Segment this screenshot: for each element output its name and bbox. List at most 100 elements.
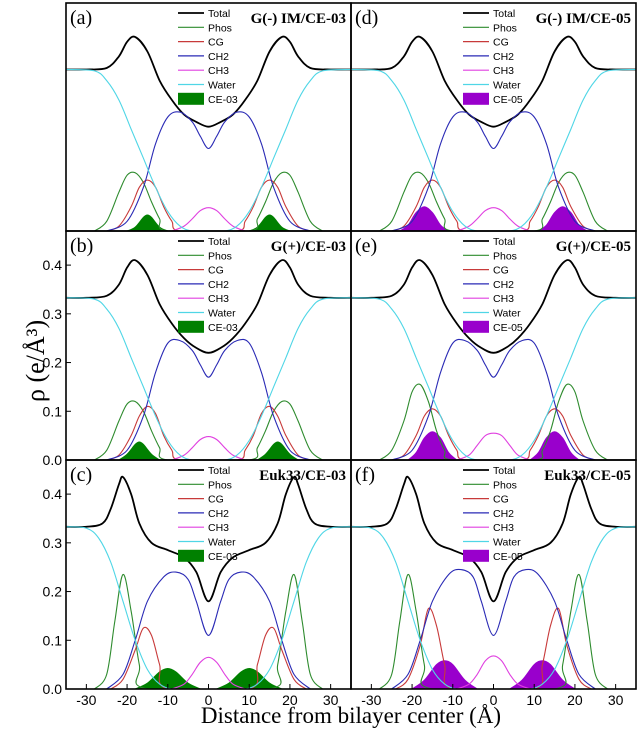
panel-f: -30 -20 -10 0 10 20 30 (f) Euk33/CE-05 Total Phos C… xyxy=(350,459,637,708)
series-phos-line xyxy=(379,383,608,460)
panel-title: G(-) IM/CE-05 xyxy=(536,11,631,27)
series-phos-line xyxy=(94,400,323,460)
legend-label-cg: CG xyxy=(493,37,509,49)
series-water-line xyxy=(66,526,351,689)
legend-label-ch3: CH3 xyxy=(493,293,514,305)
series-phos-line xyxy=(94,573,323,689)
series-water-line xyxy=(351,297,636,460)
series-cg-line xyxy=(391,179,596,231)
legend-label-ce-03: CE-03 xyxy=(208,551,238,563)
legend-label-water: Water xyxy=(208,80,236,92)
y-tick-label: 0.2 xyxy=(43,355,63,371)
legend-label-ch3: CH3 xyxy=(208,522,229,534)
legend-swatch-ce-03 xyxy=(178,320,204,333)
legend-label-ce-05: CE-05 xyxy=(493,322,523,334)
series-total-line xyxy=(351,35,636,128)
panel-b: 0.0 0.1 0.2 0.3 0.4 (b) G(+)/CE-03 Total Phos CG C… xyxy=(43,230,352,468)
panel-c: 0.0 0.1 0.2 0.3 0.4 -30 -20 -10 0 10 20 30 (c) Euk33/… xyxy=(43,459,352,708)
legend-label-water: Water xyxy=(208,537,236,549)
x-tick-label: 10 xyxy=(241,692,257,708)
legend-label-ch2: CH2 xyxy=(208,508,229,520)
plot-area xyxy=(351,475,636,689)
series-total-line xyxy=(351,259,636,354)
x-tick-label: -20 xyxy=(402,692,422,708)
y-tick-label: 0.4 xyxy=(43,257,63,273)
x-tick-label: -30 xyxy=(76,692,96,708)
series-cg-line xyxy=(391,408,596,460)
legend-label-phos: Phos xyxy=(493,250,517,262)
series-total-line xyxy=(351,475,636,603)
legend-label-water: Water xyxy=(208,308,236,320)
x-tick-label: 10 xyxy=(526,692,542,708)
series-phos-line xyxy=(94,171,323,231)
series-ch3-line xyxy=(171,656,246,689)
legend-label-phos: Phos xyxy=(493,22,517,34)
series-total-line xyxy=(66,35,351,128)
x-tick-label: 30 xyxy=(608,692,624,708)
series-phos-line xyxy=(379,573,608,689)
legend-label-ch2: CH2 xyxy=(493,51,514,63)
panel-d: (d) G(-) IM/CE-05 Total Phos CG CH2 CH3 Water CE… xyxy=(350,2,637,232)
series-water-line xyxy=(66,68,351,231)
y-tick-label: 0.3 xyxy=(43,306,63,322)
legend-label-water: Water xyxy=(493,537,521,549)
legend-label-ch2: CH2 xyxy=(493,508,514,520)
legend-label-cg: CG xyxy=(493,494,509,506)
panel-title: Euk33/CE-05 xyxy=(544,468,631,484)
y-tick-label: 0.0 xyxy=(43,681,63,697)
y-axis-title: ρ (e/Å³) xyxy=(4,290,64,410)
y-tick-label: 0.2 xyxy=(43,584,63,600)
series-ch2-line xyxy=(391,568,596,689)
legend-label-cg: CG xyxy=(208,494,224,506)
y-tick-label: 0.1 xyxy=(43,632,63,648)
plot-area xyxy=(351,259,636,460)
legend-label-phos: Phos xyxy=(208,22,232,34)
legend-label-ch3: CH3 xyxy=(493,522,514,534)
series-ch2-line xyxy=(391,338,596,460)
legend-label-ce-03: CE-03 xyxy=(208,94,238,106)
panel-label: (f) xyxy=(355,464,375,486)
panel-label: (b) xyxy=(70,235,93,257)
panel-label: (c) xyxy=(70,464,92,486)
series-water-line xyxy=(351,526,636,689)
series-ce-03-peak-0 xyxy=(118,441,161,460)
panel-a: (a) G(-) IM/CE-03 Total Phos CG CH2 CH3 Water CE… xyxy=(65,2,352,232)
panel-label: (e) xyxy=(355,235,377,257)
series-ch2-line xyxy=(106,111,311,231)
series-cg-line xyxy=(110,626,307,689)
series-ch2-line xyxy=(106,571,311,689)
legend-label-cg: CG xyxy=(493,265,509,277)
panel-label: (d) xyxy=(355,7,378,29)
series-total-line xyxy=(66,475,351,603)
legend-label-ch3: CH3 xyxy=(208,293,229,305)
series-ch3-line xyxy=(171,207,246,231)
series-cg-line xyxy=(106,405,311,460)
legend-swatch-ce-03 xyxy=(178,549,204,562)
panel-title: G(-) IM/CE-03 xyxy=(251,11,346,27)
y-tick-label: 0.4 xyxy=(43,486,63,502)
legend-swatch-ce-05 xyxy=(463,320,489,333)
series-water-line xyxy=(66,297,351,460)
panel-title: G(+)/CE-03 xyxy=(271,239,346,255)
plot-area xyxy=(351,35,636,231)
legend-swatch-ce-03 xyxy=(178,92,204,105)
legend-label-ch2: CH2 xyxy=(208,279,229,291)
plot-area xyxy=(66,475,351,689)
plot-area xyxy=(66,35,351,231)
legend-label-phos: Phos xyxy=(208,479,232,491)
legend-label-ce-05: CE-05 xyxy=(493,94,523,106)
series-water-line xyxy=(351,68,636,231)
legend-label-total: Total xyxy=(493,236,515,248)
series-ce-03-peak-1 xyxy=(249,214,291,231)
legend-label-ch2: CH2 xyxy=(493,279,514,291)
legend-label-ch3: CH3 xyxy=(493,65,514,77)
x-tick-label: 20 xyxy=(567,692,583,708)
x-tick-label: 0 xyxy=(205,692,213,708)
legend-label-total: Total xyxy=(493,8,515,20)
series-ch2-line xyxy=(106,338,311,460)
legend-label-ch2: CH2 xyxy=(208,51,229,63)
legend-label-phos: Phos xyxy=(208,250,232,262)
x-tick-label: 30 xyxy=(323,692,339,708)
legend-label-total: Total xyxy=(493,465,515,477)
